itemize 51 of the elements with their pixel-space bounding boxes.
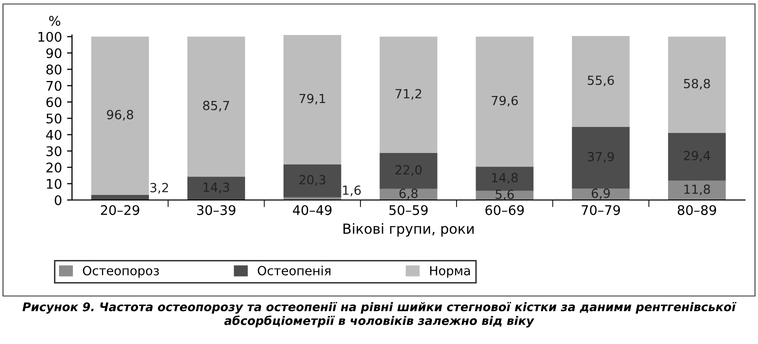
data-label: 96,8 — [106, 110, 134, 121]
bar — [91, 36, 149, 195]
bar — [572, 126, 630, 189]
y-tick-label: 50 — [46, 114, 62, 124]
legend-label: Норма — [430, 266, 470, 278]
data-label: 5,6 — [496, 190, 514, 200]
data-label: 1,6 — [343, 186, 361, 196]
bar — [476, 166, 534, 191]
x-tick-label: 50–59 — [389, 205, 428, 216]
x-tick-label: 30–39 — [197, 205, 236, 216]
data-label: 3,2 — [150, 182, 168, 194]
y-axis-title: % — [49, 16, 60, 26]
bar — [284, 35, 342, 164]
legend-label: Остеопороз — [82, 266, 159, 278]
y-tick-label: 20 — [46, 162, 62, 173]
bar — [668, 36, 726, 133]
bar — [476, 36, 534, 167]
x-tick-label: 70–79 — [582, 205, 620, 216]
x-tick-label: 80–89 — [678, 205, 716, 216]
x-axis-title: Вікові групи, роки — [343, 223, 474, 237]
data-label: 6,9 — [592, 188, 610, 200]
bar — [380, 36, 438, 153]
data-label: 11,8 — [684, 184, 710, 196]
data-label: 79,1 — [299, 94, 326, 105]
bar — [380, 152, 438, 189]
x-tick-label: 40–49 — [292, 205, 332, 216]
x-tick-label: 60–69 — [485, 205, 524, 216]
data-label: 6,8 — [399, 188, 418, 200]
legend-label: Остеопенія — [258, 266, 330, 276]
bar — [572, 36, 630, 127]
y-tick-label: 40 — [46, 130, 62, 140]
y-tick-label: 80 — [46, 64, 62, 75]
bar — [284, 164, 342, 198]
data-label: 71,2 — [396, 88, 422, 100]
y-tick-label: 90 — [46, 48, 62, 58]
bar — [187, 36, 246, 177]
data-label: 79,6 — [492, 96, 518, 107]
bar — [187, 176, 246, 200]
y-tick-label: 60 — [46, 97, 62, 108]
data-label: 58,8 — [684, 78, 710, 90]
text: Рисунок 9. Частота остеопорозу та остеопенії на рівні шийки стегнової кістки за даними рентгенівської абсорбціометрії в чоловіків залежно від віку — [22, 302, 736, 328]
y-tick-label: 0 — [54, 195, 62, 206]
x-tick-label: 20–29 — [100, 205, 140, 216]
data-label: 55,6 — [588, 76, 614, 86]
y-tick-label: 10 — [46, 178, 62, 189]
bar — [668, 132, 726, 181]
y-tick-label: 30 — [46, 146, 62, 156]
data-label: 85,7 — [203, 100, 230, 112]
y-tick-label: 70 — [46, 80, 62, 91]
bar — [668, 180, 726, 200]
y-tick-label: 100 — [38, 32, 62, 42]
